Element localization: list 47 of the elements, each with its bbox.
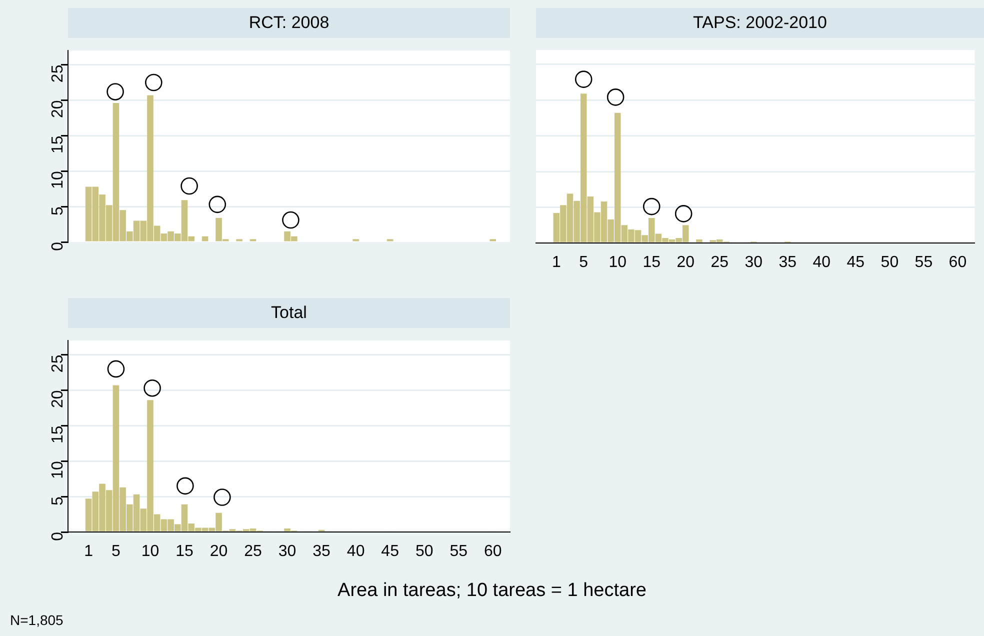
y-tick-label: 5 bbox=[49, 496, 66, 506]
y-tick-label: 20 bbox=[49, 100, 66, 118]
x-tick-label: 5 bbox=[112, 543, 121, 560]
x-tick-label: 50 bbox=[415, 543, 434, 560]
x-tick-label: 20 bbox=[210, 543, 228, 560]
y-tick-label: 20 bbox=[49, 390, 66, 408]
chart-title: Total bbox=[68, 298, 510, 328]
y-tick-label: 25 bbox=[49, 354, 66, 373]
x-tick-label: 15 bbox=[642, 254, 661, 272]
x-axis-title: Area in tareas; 10 tareas = 1 hectare bbox=[336, 580, 648, 602]
x-tick-label: 15 bbox=[176, 543, 194, 560]
y-tick-label: 5 bbox=[49, 206, 66, 216]
point bbox=[642, 198, 660, 216]
x-tick-label: 35 bbox=[312, 543, 331, 560]
x-tick-label: 10 bbox=[608, 254, 627, 272]
x-tick-label: 45 bbox=[846, 254, 865, 272]
x-tick-label: 30 bbox=[744, 254, 763, 272]
x-tick-label: 55 bbox=[914, 254, 933, 272]
y-tick-label: 0 bbox=[49, 242, 66, 251]
point bbox=[574, 70, 592, 88]
y-tick-label: 10 bbox=[49, 461, 66, 479]
y-tick-label: 25 bbox=[49, 64, 66, 83]
x-tick-label: 45 bbox=[381, 543, 400, 560]
x-tick-label: 25 bbox=[244, 543, 262, 560]
x-tick-label: 30 bbox=[278, 543, 296, 560]
text: N=1,805 bbox=[10, 612, 64, 628]
y-tick-label: 15 bbox=[49, 136, 66, 154]
x-tick-label: 60 bbox=[484, 543, 502, 560]
x-tick-label: 5 bbox=[579, 254, 588, 272]
x-tick-label: 35 bbox=[778, 254, 797, 272]
x-tick-label: 50 bbox=[880, 254, 899, 272]
x-tick-label: 60 bbox=[948, 254, 967, 272]
x-tick-label: 40 bbox=[812, 254, 831, 272]
x-tick-label: 1 bbox=[552, 254, 561, 272]
y-tick-label: 0 bbox=[49, 532, 66, 541]
x-tick-label: 40 bbox=[346, 543, 365, 560]
x-tick-label: 1 bbox=[84, 543, 94, 560]
y-tick-label: 15 bbox=[49, 426, 66, 444]
x-tick-label: 55 bbox=[450, 543, 468, 560]
chart-title: RCT: 2008 bbox=[68, 8, 510, 38]
point bbox=[674, 205, 692, 222]
x-tick-label: 10 bbox=[141, 543, 160, 560]
x-tick-label: 25 bbox=[710, 254, 729, 272]
y-tick-label: 10 bbox=[49, 171, 66, 189]
point bbox=[606, 88, 624, 106]
x-tick-label: 20 bbox=[676, 254, 695, 272]
chart-title: TAPS: 2002-2010 bbox=[536, 8, 984, 38]
